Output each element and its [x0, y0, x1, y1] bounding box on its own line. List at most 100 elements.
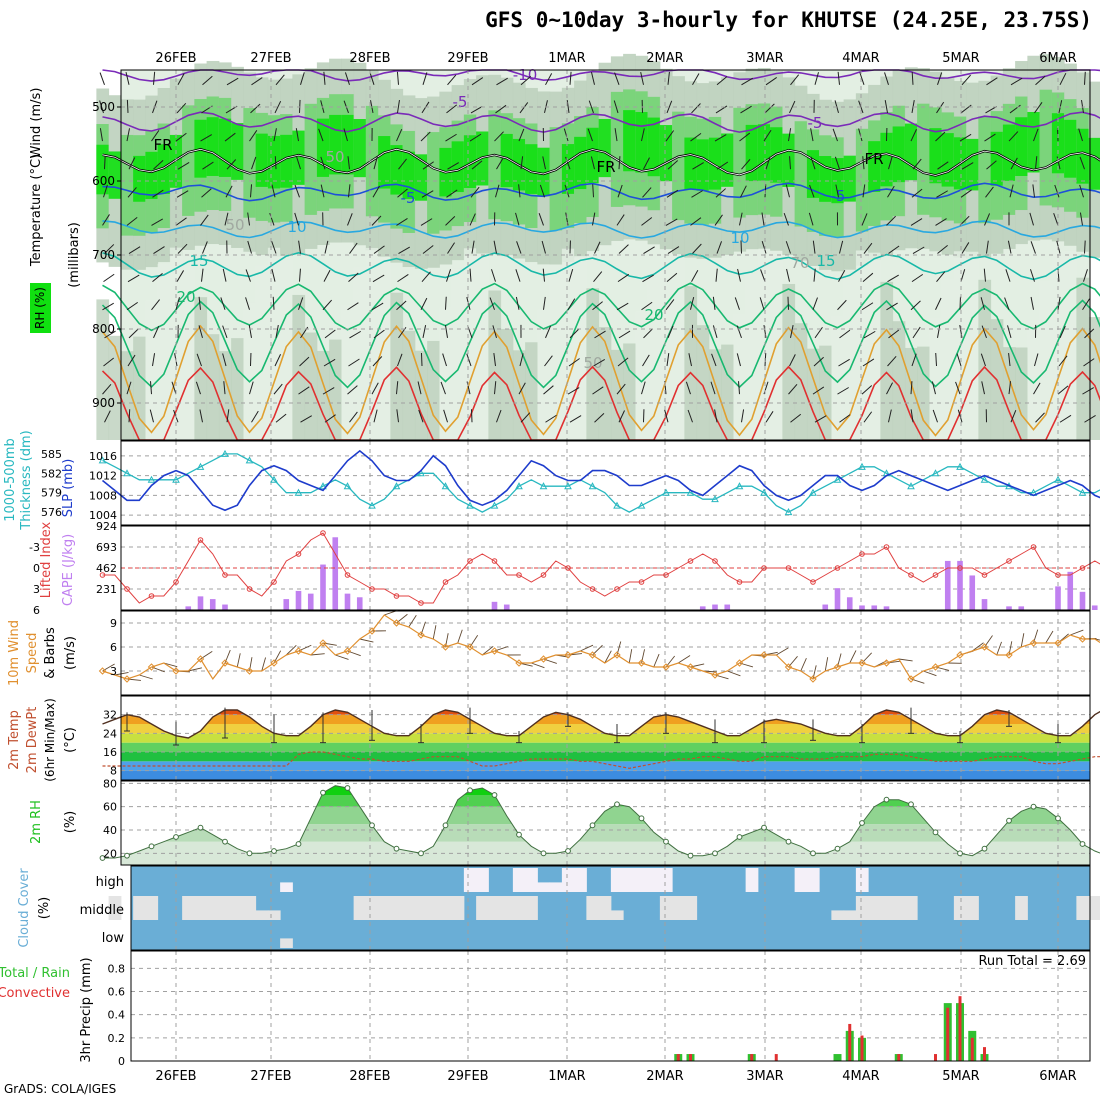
wind-barb: [99, 72, 105, 85]
wind-barb: [273, 383, 283, 395]
thickness-point: [809, 488, 817, 496]
wind-barb: [171, 381, 177, 395]
rh-low-cell: [586, 288, 600, 440]
rh-low-cell: [819, 345, 832, 440]
wind-barb: [294, 184, 300, 198]
rh-cell: [292, 130, 306, 185]
rh-point: [883, 796, 890, 803]
wind-barb: [643, 328, 654, 339]
wind-barb: [739, 132, 751, 142]
precip-frame: [130, 950, 1091, 1062]
lifted-index-point: [712, 558, 718, 564]
rh-point: [736, 834, 743, 840]
wind-barb: [594, 330, 606, 339]
wind-barb: [884, 72, 889, 85]
wind-barb: [397, 353, 403, 367]
lifted-index-point: [736, 579, 743, 585]
wind-barb: [299, 268, 301, 282]
wind-speed-point: [637, 659, 646, 667]
wind-barb: [149, 409, 154, 423]
wind-barb: [420, 218, 433, 226]
wind-barb: [937, 244, 948, 254]
wind-barb: [887, 355, 897, 367]
rh-point: [99, 855, 106, 861]
wind-barb: [764, 103, 775, 114]
wind-barb: [936, 101, 945, 114]
wind-barb: [163, 662, 178, 668]
wind-barb: [616, 302, 629, 311]
wind-barb: [320, 156, 326, 170]
wind-barb: [1008, 131, 1019, 142]
wind-barb: [790, 413, 802, 423]
top-date-label: 27FEB: [250, 51, 291, 66]
cloud-cell: [855, 896, 869, 920]
rh-cell: [218, 118, 232, 177]
wind-barb: [685, 381, 691, 395]
wind-barb: [175, 132, 187, 142]
wind-barb: [763, 129, 772, 142]
wind-barb: [469, 133, 482, 142]
wind-barb: [960, 189, 972, 198]
wind-barb: [986, 240, 989, 254]
precip-convective-bar: [676, 1054, 680, 1061]
wind-barb: [1005, 269, 1011, 282]
bottom-date-label: 29FEB: [447, 1069, 488, 1084]
lifted-index-point: [957, 565, 963, 571]
wind-barb: [298, 240, 301, 254]
cape-bar: [969, 575, 976, 610]
cloud-cell: [194, 896, 208, 920]
wind-barb: [1082, 298, 1090, 311]
wind-barb: [102, 302, 114, 311]
wind-barb: [790, 325, 794, 338]
wind-barb: [824, 657, 829, 672]
wind-speed-point: [686, 663, 695, 671]
wind-barb: [1033, 128, 1039, 142]
wind-barb: [343, 128, 348, 142]
wind-barb: [618, 156, 621, 170]
wind-barb: [618, 410, 625, 423]
wind-barb: [569, 328, 580, 339]
cloud-cell: [659, 896, 673, 920]
wind-barb: [247, 212, 250, 226]
ylabel-lifted: Lifted Index: [39, 521, 54, 598]
rh-tick-label: 80: [103, 777, 117, 790]
rh-low-cell: [133, 336, 146, 440]
wind-barb: [347, 213, 353, 226]
wind-barb: [128, 157, 136, 170]
wind-speed-point: [466, 643, 474, 651]
rh-low-cell: [157, 263, 171, 440]
wind-barb: [275, 324, 279, 338]
wind-barb: [496, 157, 504, 170]
slp-tick-label: 1004: [89, 509, 117, 522]
cloud-cell: [512, 896, 526, 920]
thickness-point: [245, 456, 254, 464]
cape-bar: [822, 604, 829, 610]
thickness-point: [319, 482, 327, 490]
contour-label: 50: [325, 148, 344, 166]
wind-speed-point: [858, 659, 866, 667]
wind-barb: [220, 297, 226, 310]
wind-barb: [102, 214, 110, 226]
wind-barb: [812, 240, 816, 254]
rh-cell: [684, 137, 698, 190]
lifted-index-point: [540, 572, 547, 578]
cloud-cell: [610, 910, 624, 920]
temp-band: [121, 742, 1090, 752]
rh-tick-label: 20: [103, 847, 117, 860]
wind-barb: [886, 302, 898, 311]
wind-speed-point: [760, 651, 768, 659]
wind-barb: [440, 381, 446, 395]
lifted-index-point: [295, 551, 302, 557]
wind-barb: [249, 130, 258, 142]
wind-barb: [151, 218, 164, 226]
wind-barb: [236, 653, 241, 668]
lifted-index-point: [663, 572, 669, 578]
wind-barb: [1079, 212, 1083, 226]
wind-barb: [931, 381, 936, 395]
thickness-point: [343, 482, 352, 490]
rh-low-cell: [292, 294, 306, 440]
thickness-point: [711, 495, 719, 503]
rh-cell: [451, 141, 465, 193]
wind-barb: [1083, 269, 1088, 282]
rh-point: [565, 848, 571, 854]
